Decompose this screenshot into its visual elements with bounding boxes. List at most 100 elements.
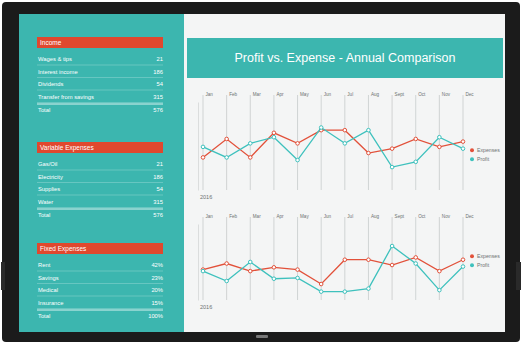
x-tick-label: Aug xyxy=(371,92,380,97)
row-label: Medical xyxy=(38,287,58,293)
x-tick: Nov xyxy=(440,92,451,99)
total-value: 100% xyxy=(148,313,163,319)
title-bar xyxy=(187,38,503,78)
x-tick-label: Mar xyxy=(253,214,261,219)
row-separator xyxy=(37,182,163,183)
grid-line xyxy=(273,95,274,190)
row-value: 186 xyxy=(153,69,163,75)
grid-line xyxy=(203,95,204,190)
x-tick-label: Sept xyxy=(395,92,405,97)
row-label: Gas/Oil xyxy=(38,161,57,167)
series-marker xyxy=(201,156,205,160)
x-tick-label: Nov xyxy=(442,214,451,219)
series-line xyxy=(203,128,463,168)
x-tick: Jul xyxy=(345,92,353,99)
x-tick: Dec xyxy=(464,214,475,221)
row-value: 315 xyxy=(153,199,163,205)
series-marker xyxy=(201,269,205,273)
x-tick-label: May xyxy=(300,92,309,97)
series-marker xyxy=(225,279,229,283)
x-tick: Feb xyxy=(227,214,237,221)
series-marker xyxy=(248,142,252,146)
series-marker xyxy=(319,290,323,294)
series-marker xyxy=(438,145,442,149)
series-marker xyxy=(461,265,465,269)
series-marker xyxy=(461,258,465,262)
series-marker xyxy=(461,140,465,144)
row-separator xyxy=(37,65,163,66)
grid-line xyxy=(250,217,251,300)
x-tick-label: Feb xyxy=(229,214,237,219)
row-separator xyxy=(37,77,163,78)
row-label: Savings xyxy=(38,275,59,281)
grid-line xyxy=(226,217,227,300)
x-tick: Jun xyxy=(322,214,332,221)
series-marker xyxy=(414,262,418,266)
x-tick-label: Jan xyxy=(206,214,214,219)
x-tick: Feb xyxy=(227,92,237,99)
series-marker xyxy=(438,135,442,139)
row-value: 186 xyxy=(153,174,163,180)
x-tick: Jun xyxy=(322,92,332,99)
x-tick: May xyxy=(298,214,309,221)
screen-left-panel xyxy=(19,14,184,332)
series-marker xyxy=(272,135,276,139)
series-marker xyxy=(248,156,252,160)
y-axis xyxy=(198,103,199,191)
grid-line xyxy=(226,95,227,190)
series-marker xyxy=(296,158,300,162)
series-marker xyxy=(296,268,300,272)
row-value: 15% xyxy=(151,300,163,306)
grid-line xyxy=(321,217,322,300)
row-label: Transfer from savings xyxy=(38,94,94,100)
total-rule xyxy=(37,209,163,210)
x-tick-label: Apr xyxy=(276,92,284,97)
side-button xyxy=(1,262,5,290)
x-tick: Jan xyxy=(204,92,214,99)
series-marker xyxy=(272,277,276,281)
row-label: Supplies xyxy=(38,186,60,192)
table-title: Fixed Expenses xyxy=(40,245,87,253)
series-marker xyxy=(461,147,465,151)
x-tick: Jul xyxy=(345,214,353,221)
series-marker xyxy=(367,258,371,262)
x-tick-label: Jul xyxy=(347,92,353,97)
row-label: Dividends xyxy=(38,81,64,87)
x-tick: Aug xyxy=(369,92,380,99)
grid-line xyxy=(321,95,322,190)
series-marker xyxy=(296,142,300,146)
series-marker xyxy=(319,282,323,286)
series-marker xyxy=(272,266,276,270)
table: IncomeWages & tips21Interest income186Di… xyxy=(37,37,164,113)
screen-right-panel xyxy=(184,14,505,332)
series-marker xyxy=(225,156,229,160)
series-line xyxy=(203,257,463,284)
row-label: Electricity xyxy=(38,174,63,180)
x-tick-label: Dec xyxy=(466,214,475,219)
row-value: 21 xyxy=(157,56,163,62)
chart: JanFebMarAprMayJunJulAugSeptOctNovDecExp… xyxy=(199,214,501,310)
x-tick-label: May xyxy=(300,214,309,219)
series-marker xyxy=(225,262,229,266)
x-tick: Mar xyxy=(251,214,261,221)
x-tick: Sept xyxy=(393,92,405,99)
series-marker xyxy=(438,269,442,273)
y-axis-line xyxy=(198,103,199,191)
x-tick-label: Jul xyxy=(347,214,353,219)
legend-label: Expenses xyxy=(477,253,500,259)
x-tick-label: Oct xyxy=(418,92,426,97)
total-label: Total xyxy=(38,313,50,319)
legend-label: Profit xyxy=(477,156,490,162)
y-axis-line xyxy=(198,225,199,301)
total-rule xyxy=(37,310,163,311)
x-axis: JanFebMarAprMayJunJulAugSeptOctNovDec xyxy=(204,92,475,99)
series-marker xyxy=(248,269,252,273)
row-label: Rent xyxy=(38,262,51,268)
row-value: 23% xyxy=(151,275,163,281)
x-tick-label: Apr xyxy=(276,214,284,219)
x-tick: Apr xyxy=(274,92,284,99)
grid-line xyxy=(368,95,369,190)
table-header xyxy=(37,243,163,254)
grid-line xyxy=(297,217,298,300)
x-tick-label: Aug xyxy=(371,214,380,219)
